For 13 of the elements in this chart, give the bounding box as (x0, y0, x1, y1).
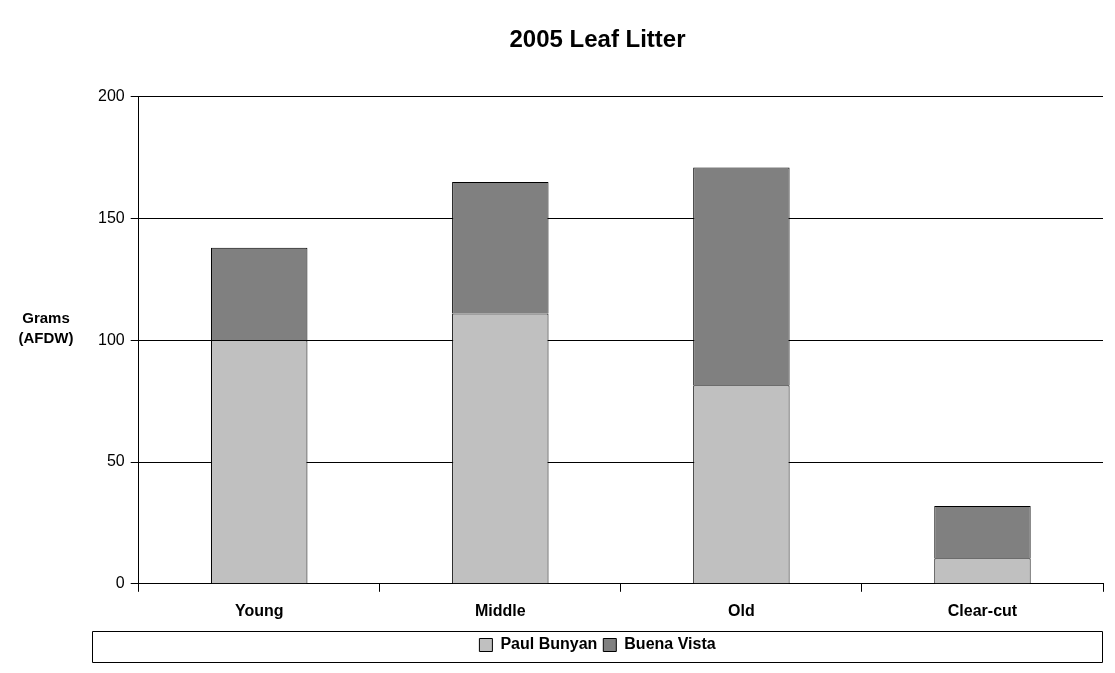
legend-label: Buena Vista (624, 635, 716, 653)
x-tick-label: Young (234, 601, 284, 619)
y-tick-label: 50 (106, 452, 125, 470)
legend-label: Paul Bunyan (500, 635, 598, 653)
y-tick-label: 0 (115, 574, 125, 592)
y-axis-title: Grams (AFDW) (17, 308, 75, 348)
y-tick-label: 100 (97, 330, 125, 348)
x-tick-label: Middle (474, 601, 526, 619)
y-tick-label: 200 (97, 87, 125, 105)
chart-title: 2005 Leaf Litter (509, 25, 686, 53)
x-tick-label: Clear-cut (947, 601, 1018, 619)
y-tick-label: 150 (97, 208, 125, 226)
x-tick-label: Old (728, 601, 755, 619)
